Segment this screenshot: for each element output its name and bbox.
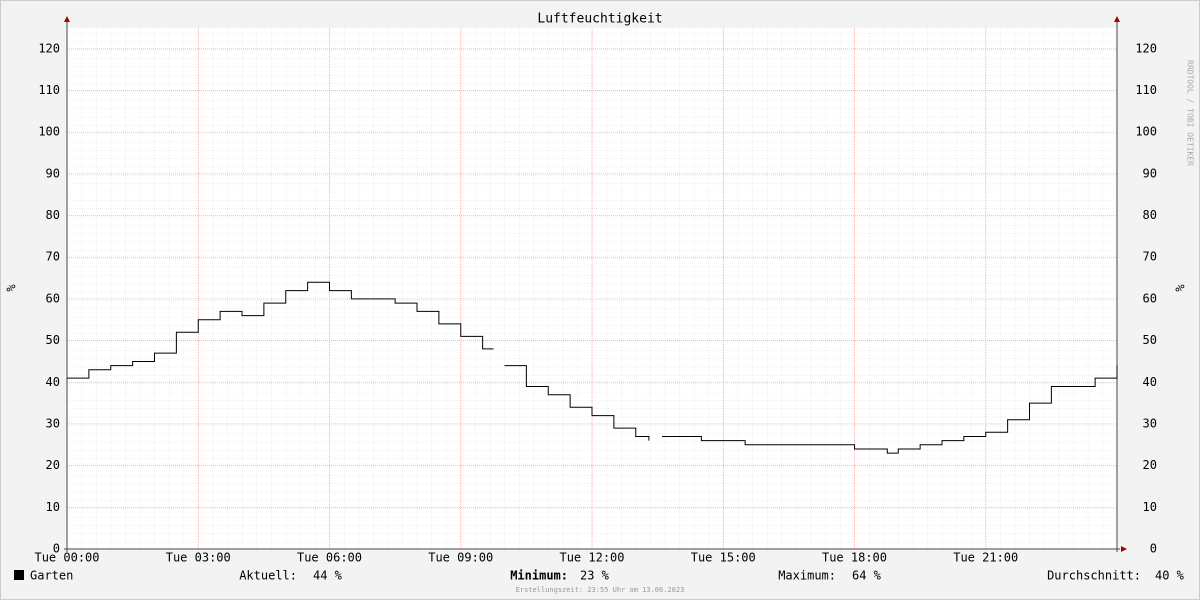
y-tick-label: 110	[38, 83, 60, 97]
y2-axis-label: %	[1173, 284, 1187, 292]
x-tick-label: Tue 09:00	[428, 551, 493, 565]
legend-label: Garten	[30, 569, 73, 583]
y2-tick-label: 80	[1143, 208, 1157, 222]
y-tick-label: 100	[38, 125, 60, 139]
y-tick-label: 120	[38, 41, 60, 55]
y-tick-label: 10	[46, 500, 60, 514]
stat-label: Minimum:	[510, 569, 568, 583]
axis-arrow	[1114, 16, 1120, 22]
footer: Erstellungszeit: 23:55 Uhr am 13.06.2023	[516, 586, 685, 594]
y-tick-label: 0	[53, 542, 60, 556]
x-tick-label: Tue 03:00	[166, 551, 231, 565]
y2-tick-label: 70	[1143, 250, 1157, 264]
y2-tick-label: 60	[1143, 291, 1157, 305]
y-axis-label: %	[4, 284, 18, 292]
stat-label: Durchschnitt:	[1047, 569, 1141, 583]
x-tick-label: Tue 00:00	[34, 551, 99, 565]
axis-arrow	[1121, 546, 1127, 552]
y2-tick-label: 120	[1135, 41, 1157, 55]
x-tick-label: Tue 15:00	[691, 551, 756, 565]
axis-arrow	[64, 16, 70, 22]
x-tick-label: Tue 18:00	[822, 551, 887, 565]
stat-value: 64 %	[852, 569, 882, 583]
y-tick-label: 30	[46, 416, 60, 430]
y2-tick-label: 90	[1143, 166, 1157, 180]
y-tick-label: 50	[46, 333, 60, 347]
x-tick-label: Tue 21:00	[953, 551, 1018, 565]
y2-tick-label: 20	[1143, 458, 1157, 472]
legend-swatch	[14, 570, 24, 580]
y2-tick-label: 50	[1143, 333, 1157, 347]
y2-tick-label: 0	[1150, 542, 1157, 556]
stat-value: 44 %	[313, 569, 343, 583]
y-tick-label: 60	[46, 291, 60, 305]
stat-label: Aktuell:	[239, 569, 297, 583]
y2-tick-label: 10	[1143, 500, 1157, 514]
y-tick-label: 90	[46, 166, 60, 180]
stat-value: 40 %	[1155, 569, 1185, 583]
y2-tick-label: 40	[1143, 375, 1157, 389]
watermark: RRDTOOL / TOBI OETIKER	[1186, 60, 1195, 166]
stat-label: Maximum:	[778, 569, 836, 583]
data-line	[67, 281, 1118, 454]
y-tick-label: 80	[46, 208, 60, 222]
chart-title: Luftfeuchtigkeit	[537, 12, 662, 27]
y2-tick-label: 100	[1135, 125, 1157, 139]
x-tick-label: Tue 06:00	[297, 551, 362, 565]
y2-tick-label: 110	[1135, 83, 1157, 97]
x-tick-label: Tue 12:00	[559, 551, 624, 565]
y-tick-label: 70	[46, 250, 60, 264]
y-tick-label: 40	[46, 375, 60, 389]
stat-value: 23 %	[580, 569, 610, 583]
y-tick-label: 20	[46, 458, 60, 472]
y2-tick-label: 30	[1143, 416, 1157, 430]
